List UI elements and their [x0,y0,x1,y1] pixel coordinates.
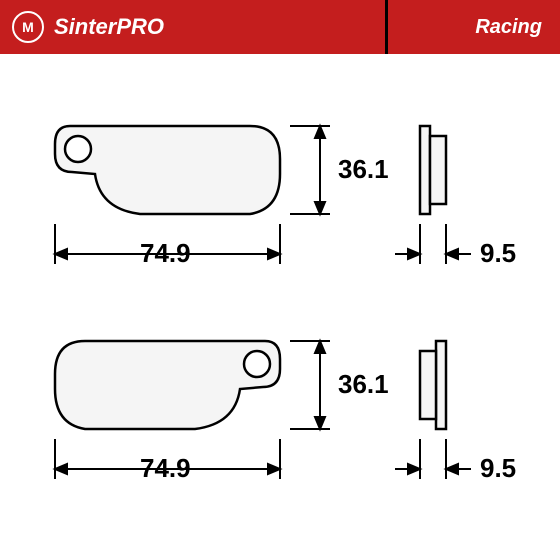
brand-name: SinterPRO [54,14,164,40]
brand-logo-icon: M [12,11,44,43]
technical-drawing [0,54,560,560]
pad2-side-view [420,341,446,429]
pad2-shape [55,341,280,429]
pad1-shape [55,126,280,214]
pad1-thickness-label: 9.5 [480,238,516,269]
pad1-height-label: 36.1 [338,154,389,185]
pad1-thickness-dim [395,224,471,264]
pad2-thickness-dim [395,439,471,479]
pad2-height-dim [290,341,330,429]
pad1-height-dim [290,126,330,214]
header-right: Racing [388,0,560,54]
pad2-height-label: 36.1 [338,369,389,400]
pad2-width-label: 74.9 [140,453,191,484]
pad1-width-label: 74.9 [140,238,191,269]
category-label: Racing [475,16,542,39]
diagram-area: 36.1 74.9 9.5 36.1 74.9 9.5 [0,54,560,560]
header-left: M SinterPRO [0,0,385,54]
logo-text: M [22,19,34,35]
pad2-thickness-label: 9.5 [480,453,516,484]
pad1-side-view [420,126,446,214]
header-bar: M SinterPRO Racing [0,0,560,54]
